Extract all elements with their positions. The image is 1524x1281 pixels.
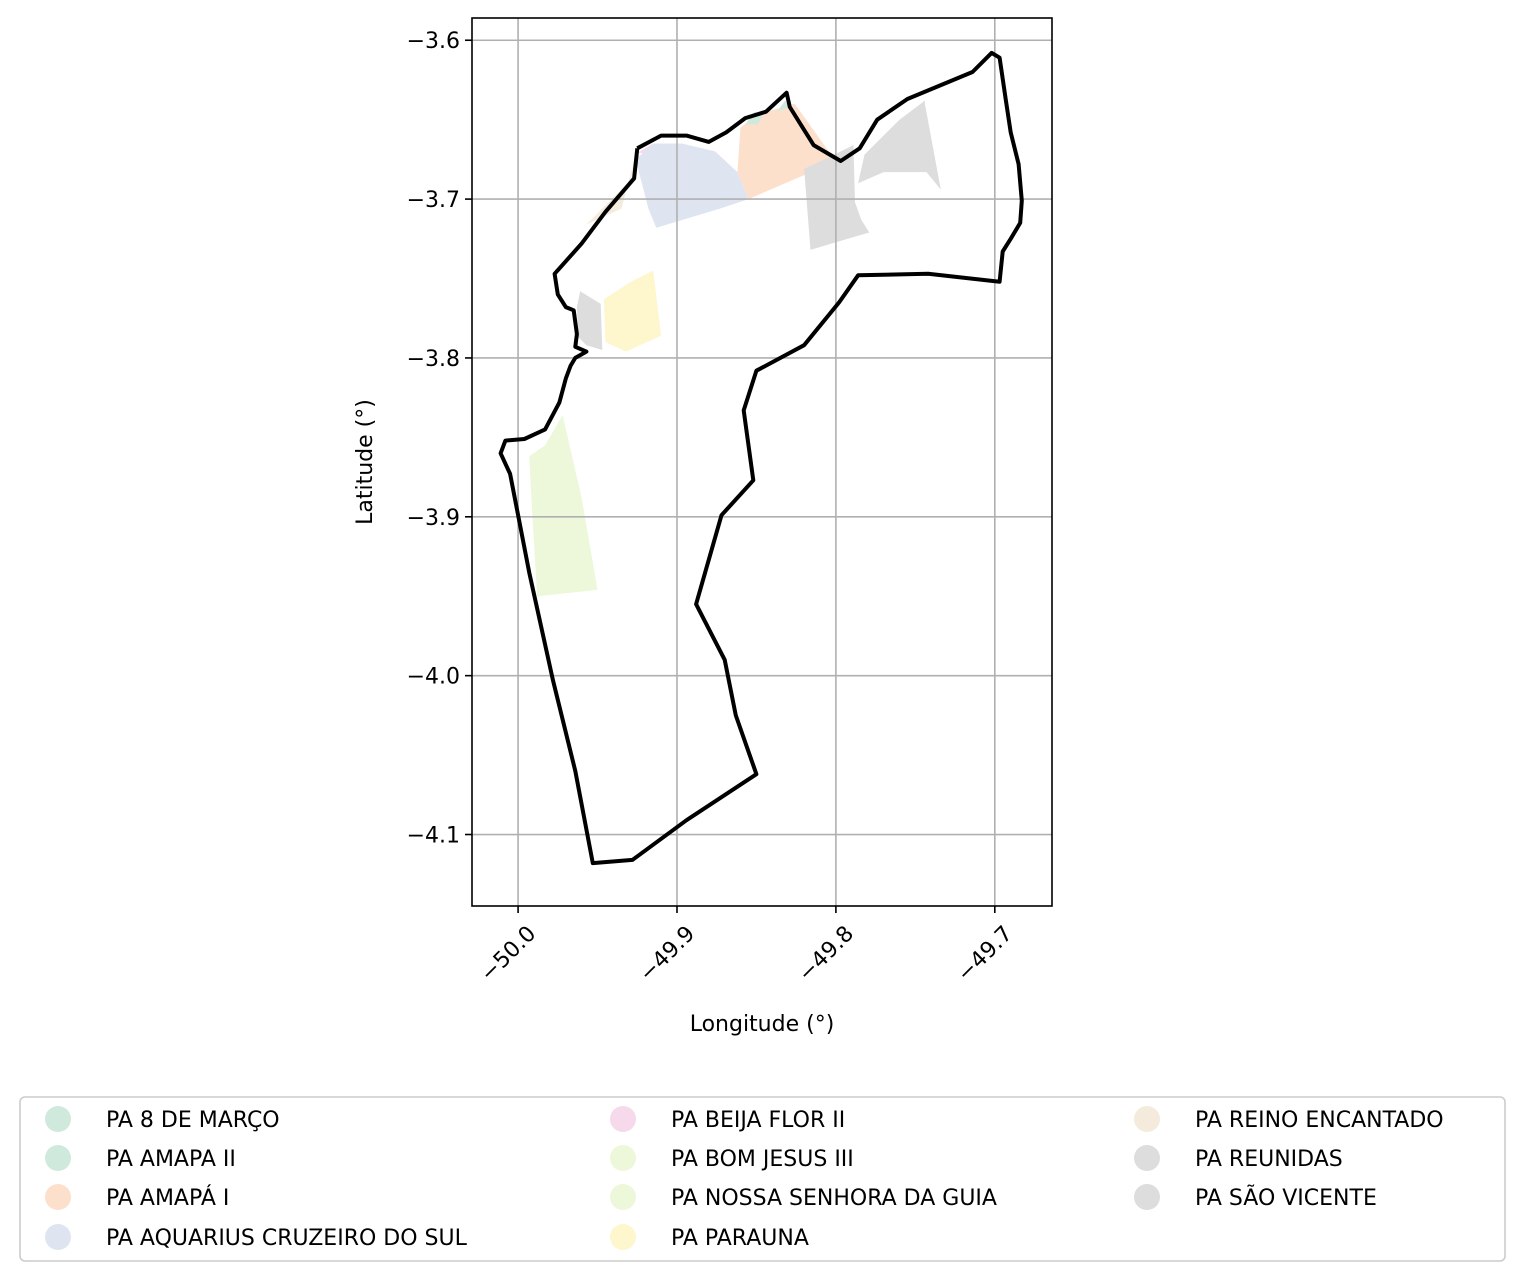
legend-marker-pa-amapa-i (45, 1184, 71, 1210)
x-tick-label: −49.9 (635, 921, 700, 986)
region-pa-sao-vicente (858, 100, 941, 190)
legend-label-pa-beija-flor-ii: PA BEIJA FLOR II (671, 1108, 845, 1133)
regions-layer (529, 100, 941, 597)
legend-label-pa-nossa-senhora-da-guia: PA NOSSA SENHORA DA GUIA (671, 1186, 997, 1211)
legend-label-pa-reunidas: PA REUNIDAS (1195, 1147, 1343, 1172)
legend-label-pa-aquarius-cruzeiro-do-sul: PA AQUARIUS CRUZEIRO DO SUL (106, 1226, 468, 1251)
legend-marker-pa-aquarius-cruzeiro-do-sul (45, 1224, 71, 1250)
y-tick-label: −3.6 (407, 29, 460, 54)
legend-marker-pa-reino-encantado (1134, 1106, 1160, 1132)
x-axis-label: Longitude (°) (690, 1012, 835, 1037)
y-tick-label: −4.0 (407, 665, 460, 690)
legend-marker-pa-beija-flor-ii (610, 1106, 636, 1132)
legend-label-pa-parauna: PA PARAUNA (671, 1226, 809, 1251)
region-pa-reunidas (576, 291, 603, 350)
x-tick-label: −49.7 (953, 921, 1018, 986)
y-axis-label: Latitude (°) (353, 399, 378, 525)
y-axis-ticks: −3.6 −3.7 −3.8 −3.9 −4.0 −4.1 (407, 29, 472, 849)
legend-marker-pa-nossa-senhora-da-guia (610, 1184, 636, 1210)
region-pa-amapa-i (737, 103, 835, 200)
y-tick-label: −3.8 (407, 347, 460, 372)
legend-marker-pa-parauna (610, 1224, 636, 1250)
x-tick-label: −49.8 (794, 921, 859, 986)
gridlines (472, 18, 1052, 906)
x-axis-ticks: −50.0 −49.9 −49.8 −49.7 (476, 906, 1018, 987)
legend-label-pa-amapa-i: PA AMAPÁ I (106, 1185, 229, 1211)
axes-frame (471, 17, 1053, 907)
region-pa-beija-flor-ii (637, 143, 654, 153)
y-tick-label: −3.7 (407, 188, 460, 213)
legend-label-pa-sao-vicente: PA SÃO VICENTE (1195, 1184, 1377, 1211)
legend-label-pa-8-de-marco: PA 8 DE MARÇO (106, 1108, 280, 1133)
region-pa-aquarius-cruzeiro-do-sul (635, 143, 749, 228)
legend-marker-pa-sao-vicente (1134, 1184, 1160, 1210)
y-tick-label: −3.9 (407, 506, 460, 531)
legend-label-pa-bom-jesus-iii: PA BOM JESUS III (671, 1147, 854, 1172)
y-tick-label: −4.1 (407, 824, 460, 849)
legend: PA 8 DE MARÇO PA AMAPA II PA AMAPÁ I PA AQU… (19, 1096, 1506, 1262)
region-pa-parauna (603, 270, 662, 352)
region-pa-amapa-ii (777, 100, 790, 112)
legend-marker-pa-amapa-ii (45, 1145, 71, 1171)
legend-marker-pa-reunidas (1134, 1145, 1160, 1171)
region-pa-bom-jesus-iii (529, 415, 598, 597)
legend-label-pa-reino-encantado: PA REINO ENCANTADO (1195, 1108, 1444, 1133)
legend-frame (19, 1096, 1506, 1262)
region-pa-reino-encantado (586, 161, 635, 225)
x-tick-label: −50.0 (476, 921, 541, 986)
legend-label-pa-amapa-ii: PA AMAPA II (106, 1147, 236, 1172)
legend-marker-pa-bom-jesus-iii (610, 1145, 636, 1171)
boundary-outline (498, 50, 1024, 866)
boundary-layer (498, 50, 1024, 866)
legend-marker-pa-8-de-marco (45, 1106, 71, 1132)
region-pa-reunidas (804, 145, 870, 250)
